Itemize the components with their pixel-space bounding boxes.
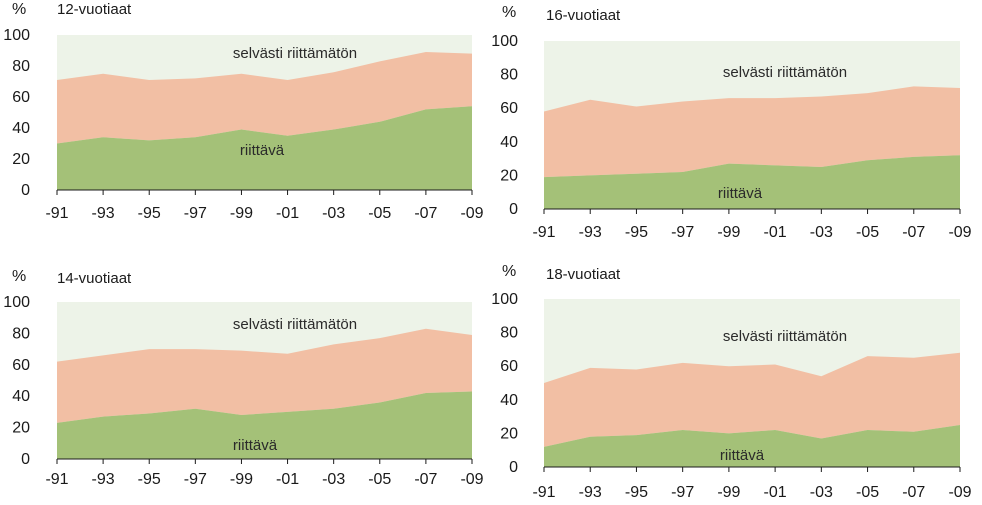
x-tick-label: -93 [92,205,115,222]
y-tick-label: 100 [3,294,30,311]
x-tick-label: -09 [948,484,971,501]
chart-title: 16-vuotiaat [546,7,621,24]
x-tick-label: -93 [579,224,602,241]
y-axis-label: % [502,263,516,280]
y-tick-label: 60 [12,357,30,374]
x-tick-label: -99 [717,484,740,501]
x-tick-label: -91 [45,205,68,222]
x-tick-label: -05 [856,484,879,501]
chart-title: 18-vuotiaat [546,266,621,283]
x-tick-label: -95 [138,205,161,222]
y-tick-label: 0 [509,201,518,218]
x-tick-label: -91 [532,484,555,501]
x-tick-label: -07 [902,224,925,241]
x-tick-label: -05 [856,224,879,241]
x-tick-label: -97 [184,205,207,222]
chart-panel: -91 -93 -95 -97 -99 -01 -03 -05 -07 -09 0 20 40 60 80 1… [491,263,971,501]
x-tick-label: -05 [368,471,391,488]
y-tick-label: 60 [500,358,518,375]
annotation-riittava: riittävä [233,437,278,454]
x-tick-label: -95 [138,471,161,488]
y-axis-label: % [502,4,516,21]
y-tick-label: 20 [12,151,30,168]
y-tick-label: 0 [509,459,518,476]
x-tick-label: -09 [948,224,971,241]
y-tick-label: 100 [3,27,30,44]
x-tick-label: -97 [184,471,207,488]
y-tick-label: 20 [500,167,518,184]
y-axis-label: % [12,1,26,18]
y-tick-label: 80 [500,325,518,342]
annotation-selvasti-riittamaton: selvästi riittämätön [723,328,847,345]
x-tick-label: -91 [45,471,68,488]
area-middle-band [57,52,472,144]
y-tick-label: 40 [500,392,518,409]
y-tick-label: 20 [500,425,518,442]
y-tick-label: 100 [491,33,518,50]
y-tick-label: 0 [21,451,30,468]
chart-title: 14-vuotiaat [57,270,132,287]
chart-panel: -91 -93 -95 -97 -99 -01 -03 -05 -07 -09 0 20 40 60 80 1… [3,1,483,222]
y-tick-label: 80 [500,67,518,84]
x-tick-label: -97 [671,224,694,241]
x-tick-label: -95 [625,224,648,241]
x-tick-label: -93 [579,484,602,501]
x-tick-label: -95 [625,484,648,501]
x-tick-label: -01 [764,224,787,241]
area-riittava [57,106,472,190]
y-tick-label: 40 [500,134,518,151]
area-riittava [544,155,960,209]
annotation-selvasti-riittamaton: selvästi riittämätön [233,316,357,333]
y-tick-label: 60 [12,89,30,106]
x-tick-label: -03 [322,205,345,222]
x-tick-label: -99 [230,471,253,488]
y-axis-label: % [12,268,26,285]
x-tick-label: -05 [368,205,391,222]
x-tick-label: -07 [902,484,925,501]
y-tick-label: 40 [12,120,30,137]
x-tick-label: -01 [764,484,787,501]
x-tick-label: -09 [460,471,483,488]
x-tick-label: -03 [810,484,833,501]
annotation-riittava: riittävä [718,185,763,202]
x-tick-label: -01 [276,205,299,222]
area-middle-band [544,86,960,178]
chart-panel: -91 -93 -95 -97 -99 -01 -03 -05 -07 -09 0 20 40 60 80 1… [3,268,483,488]
x-tick-label: -09 [460,205,483,222]
x-tick-label: -03 [322,471,345,488]
annotation-riittava: riittävä [240,142,285,159]
area-riittava [57,391,472,459]
x-tick-label: -99 [230,205,253,222]
y-tick-label: 80 [12,58,30,75]
x-tick-label: -07 [414,471,437,488]
x-tick-label: -07 [414,205,437,222]
area-riittava [544,425,960,467]
x-tick-label: -97 [671,484,694,501]
x-tick-label: -01 [276,471,299,488]
chart-panel: -91 -93 -95 -97 -99 -01 -03 -05 -07 -09 0 20 40 60 80 1… [491,4,971,241]
y-tick-label: 40 [12,388,30,405]
annotation-riittava: riittävä [720,447,765,464]
x-tick-label: -93 [92,471,115,488]
x-tick-label: -91 [532,224,555,241]
x-tick-label: -99 [717,224,740,241]
x-tick-label: -03 [810,224,833,241]
annotation-selvasti-riittamaton: selvästi riittämätön [723,64,847,81]
y-tick-label: 0 [21,182,30,199]
y-tick-label: 80 [12,325,30,342]
chart-title: 12-vuotiaat [57,1,132,18]
area-middle-band [544,352,960,447]
y-tick-label: 60 [500,100,518,117]
y-tick-label: 20 [12,420,30,437]
y-tick-label: 100 [491,291,518,308]
annotation-selvasti-riittamaton: selvästi riittämätön [233,45,357,62]
area-middle-band [57,328,472,423]
